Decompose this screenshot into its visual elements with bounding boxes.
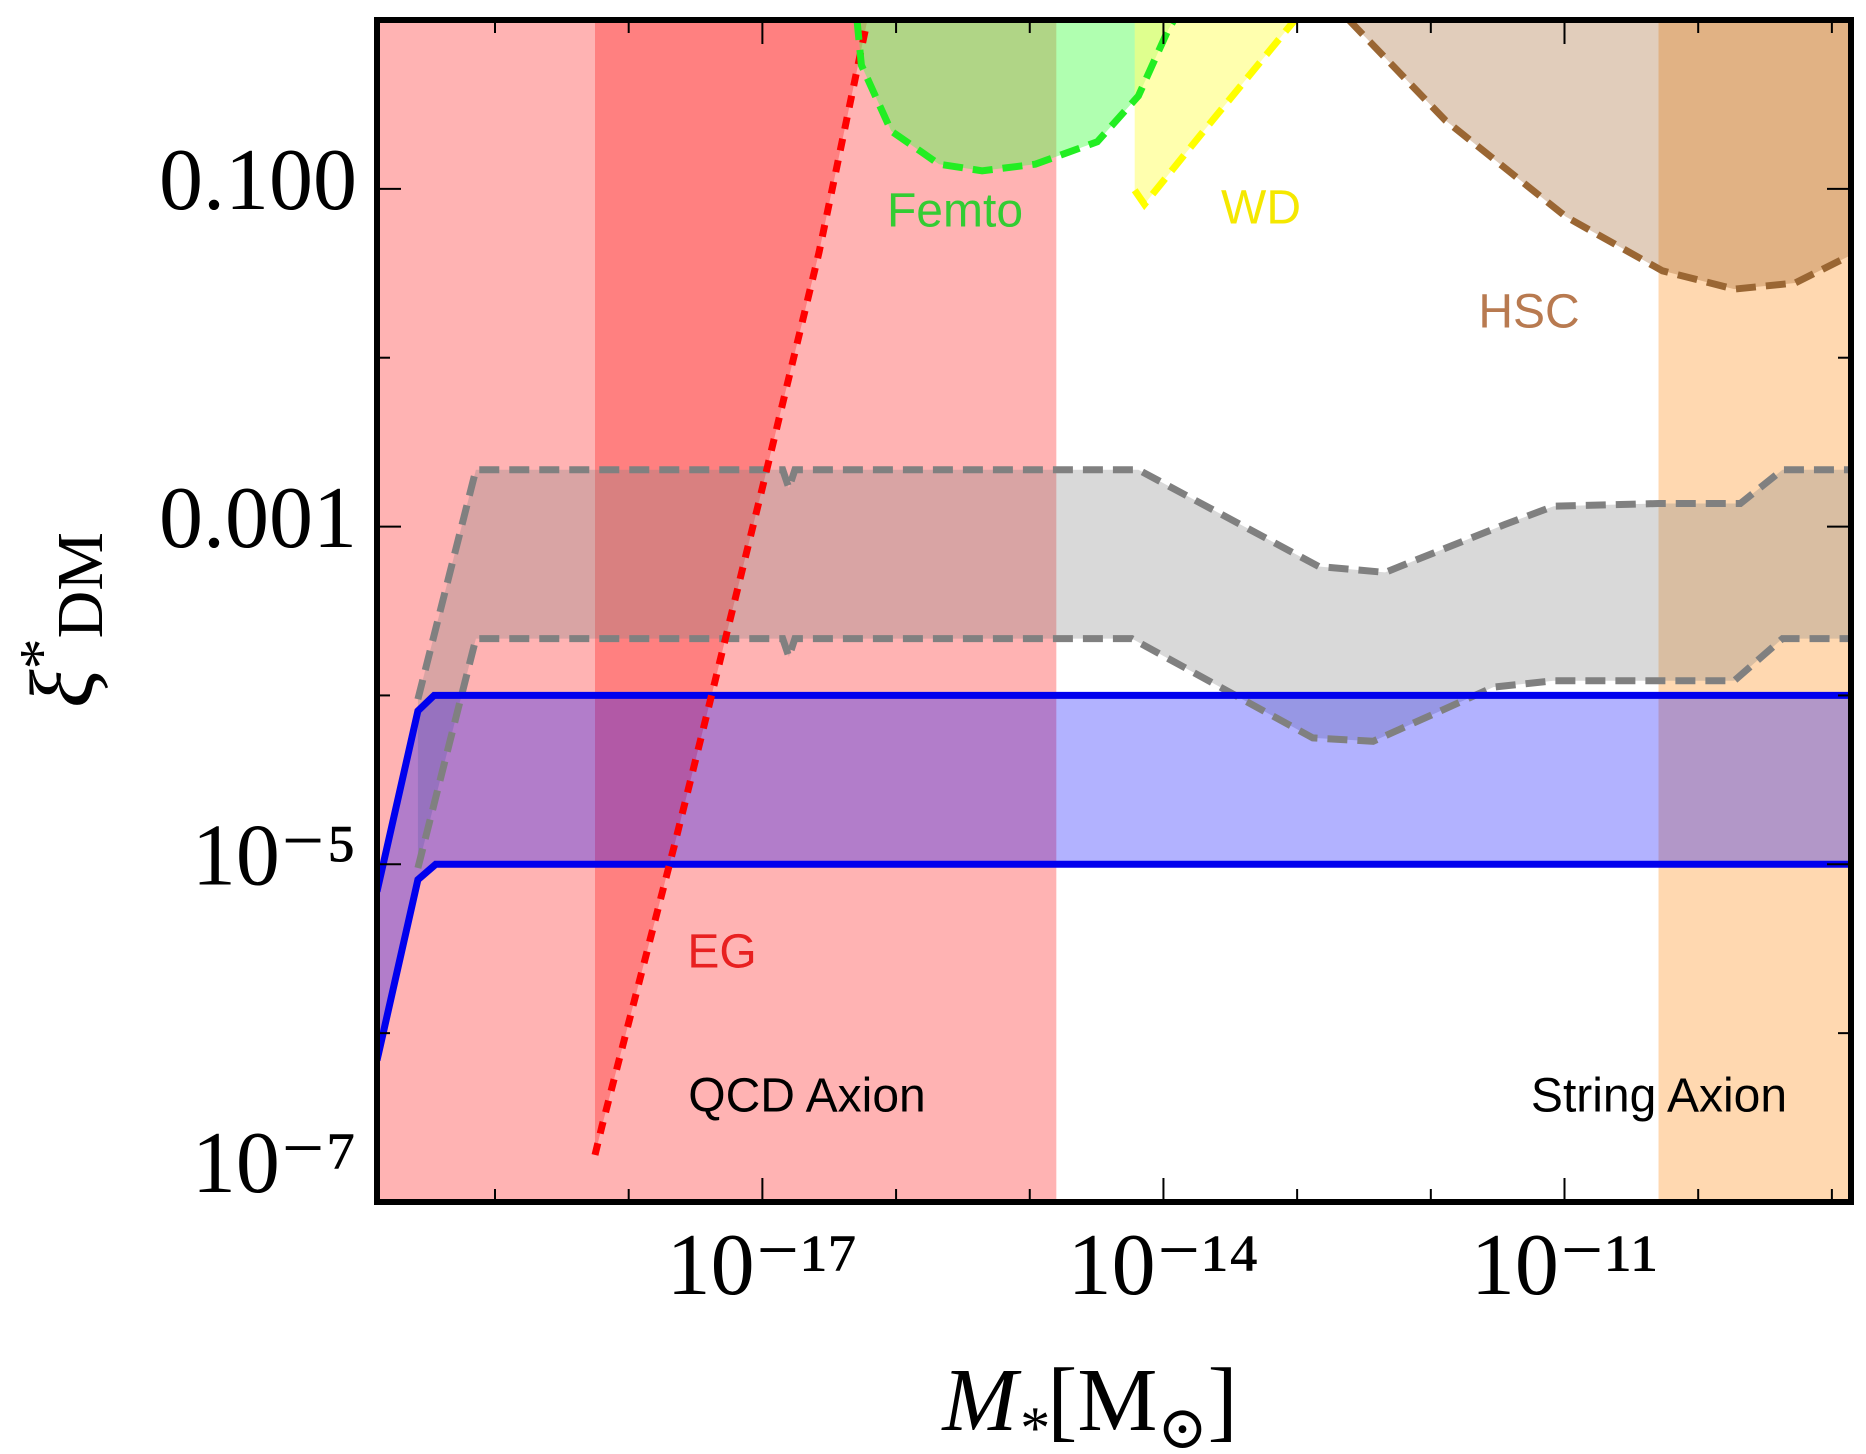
region-line (853, 20, 1178, 175)
range-upper-line (377, 691, 1851, 893)
annotation: WD (1221, 182, 1301, 235)
y-label-sup: * (8, 638, 76, 669)
y-tick-label: 0.001 (159, 470, 357, 567)
region-fill (595, 20, 868, 1155)
plot-frame (374, 17, 1854, 1205)
annotation: Femto (887, 185, 1023, 238)
range-fill (377, 695, 1851, 1061)
annotation: String Axion (1531, 1070, 1787, 1123)
x-label-open: [M (1047, 1351, 1157, 1450)
x-label-base: M (940, 1351, 1022, 1450)
x-tick-label: 10⁻¹¹ (1471, 1217, 1658, 1314)
region-fill (1348, 20, 1851, 290)
range-lower-line (414, 635, 1851, 869)
annotation: QCD Axion (688, 1070, 925, 1123)
y-tick-label: 10⁻⁵ (192, 807, 357, 904)
x-tick-label: 10⁻¹⁷ (667, 1217, 859, 1314)
y-axis-label: ξ*DM (8, 532, 117, 708)
annotation: EG (687, 926, 756, 979)
y-tick-label: 0.100 (159, 132, 357, 229)
region-line (1346, 20, 1851, 293)
y-label-base: ξ (13, 669, 112, 708)
range-lower-line (377, 860, 1851, 1062)
y-label-sub: DM (44, 532, 117, 638)
x-tick-label: 10⁻¹⁴ (1068, 1217, 1260, 1314)
band (1658, 20, 1851, 1202)
x-label-sub: * (1017, 1395, 1047, 1454)
region-line (591, 20, 871, 1156)
x-axis-label: M*[M⊙] (940, 1351, 1237, 1454)
axes: Femto WD HSC EG QCD Axion String Axion 10⁻¹⁷ 10… (159, 17, 1854, 1314)
region-fill (857, 20, 1174, 171)
x-label-close: ] (1208, 1351, 1238, 1450)
plot-area (377, 20, 1851, 1202)
y-tick-label: 10⁻⁷ (192, 1115, 357, 1212)
annotation: HSC (1478, 286, 1579, 339)
region-line (1131, 20, 1298, 211)
x-label-sub2: ⊙ (1157, 1395, 1207, 1454)
range-upper-line (414, 466, 1851, 701)
range-fill (417, 469, 1851, 868)
